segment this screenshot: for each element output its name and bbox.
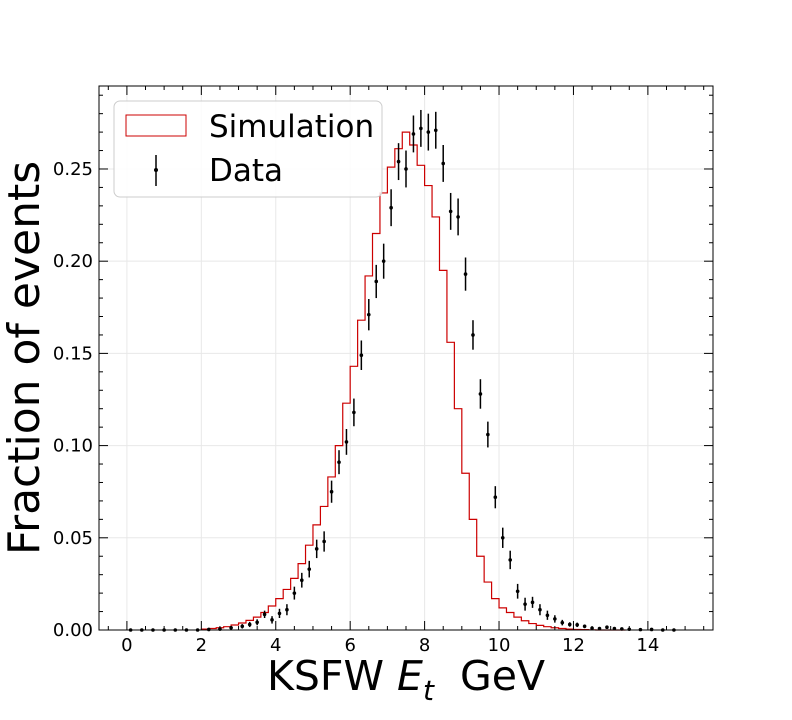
data-point xyxy=(567,622,572,627)
y-tick-label: 0.25 xyxy=(53,159,93,180)
y-tick-label: 0.10 xyxy=(53,436,93,457)
data-point xyxy=(508,558,512,562)
data-point xyxy=(463,272,468,276)
data-point xyxy=(411,132,416,136)
data-point xyxy=(500,535,505,540)
ticks xyxy=(99,86,713,631)
data-point xyxy=(471,333,475,337)
simulation-step-line xyxy=(200,131,626,631)
x-tick-label: 12 xyxy=(562,635,585,656)
data-point xyxy=(359,353,364,358)
y-tick-label: 0.05 xyxy=(53,528,93,549)
data-point xyxy=(649,627,654,632)
data-point xyxy=(575,623,579,627)
data-point xyxy=(605,625,609,630)
data-point xyxy=(300,578,304,583)
x-axis-title-suffix: GeV xyxy=(434,652,545,700)
data-point xyxy=(329,489,334,494)
x-axis-title: KSFW Et GeV xyxy=(267,652,545,707)
data-point xyxy=(229,625,233,630)
simulation-histogram xyxy=(200,131,626,631)
data-point xyxy=(433,128,438,133)
legend: Simulation Data xyxy=(113,100,383,198)
x-tick-label: 0 xyxy=(121,635,132,656)
data-point xyxy=(456,215,460,219)
y-tick-label: 0.15 xyxy=(53,343,93,364)
data-point xyxy=(270,618,274,622)
legend-data-marker xyxy=(154,168,158,172)
data-point xyxy=(612,626,617,631)
y-tick-label: 0.20 xyxy=(53,251,93,272)
data-point xyxy=(292,591,297,595)
x-tick-label: 8 xyxy=(419,635,430,656)
x-tick-label: 6 xyxy=(344,635,355,656)
data-point xyxy=(344,440,349,444)
data-point xyxy=(404,167,408,171)
data-point xyxy=(545,613,550,618)
data-point xyxy=(206,627,211,632)
data-point xyxy=(277,611,282,616)
data-point xyxy=(389,205,393,210)
data-point xyxy=(307,567,312,571)
data-point xyxy=(515,589,520,594)
data-point xyxy=(597,626,602,631)
x-tick-label: 10 xyxy=(488,635,511,656)
legend-simulation-label: Simulation xyxy=(209,109,374,145)
legend-frame xyxy=(113,100,383,198)
data-point xyxy=(486,432,490,437)
data-point xyxy=(478,392,483,396)
data-point xyxy=(419,126,423,131)
data-point xyxy=(314,547,319,551)
x-axis-title-subscript: t xyxy=(423,674,435,707)
data-point xyxy=(538,607,542,612)
data-point xyxy=(262,612,267,617)
legend-data-label: Data xyxy=(209,153,283,189)
x-axis-title-variable: E xyxy=(397,652,423,700)
data-point xyxy=(247,622,252,627)
data-point xyxy=(441,161,446,166)
data-point xyxy=(493,495,498,500)
data-point xyxy=(448,209,453,214)
data-point xyxy=(352,410,356,415)
legend-simulation-swatch xyxy=(125,114,187,137)
data-point xyxy=(426,130,431,134)
x-tick-label: 2 xyxy=(196,635,207,656)
data-point xyxy=(523,602,527,606)
data-point xyxy=(240,624,245,629)
data-point xyxy=(530,600,535,605)
data-point xyxy=(337,460,341,464)
y-tick-label: 0.00 xyxy=(53,620,93,641)
x-tick-label: 4 xyxy=(270,635,281,656)
data-point xyxy=(366,312,371,317)
data-point xyxy=(374,279,379,284)
y-axis-title: Fraction of events xyxy=(0,161,50,555)
data-point xyxy=(396,159,401,164)
tick-labels: 0 2 4 6 8 10 12 14 0.00 0.05 0.10 0.15 0.20 0.25 xyxy=(53,159,659,656)
x-tick-label: 14 xyxy=(636,635,659,656)
data-point xyxy=(285,607,289,612)
data-point xyxy=(322,539,326,544)
data-point xyxy=(553,617,557,621)
x-axis-title-prefix: KSFW xyxy=(267,652,397,700)
data-point xyxy=(582,624,587,629)
data-point xyxy=(560,620,565,625)
data-point xyxy=(381,259,386,263)
data-point xyxy=(255,620,259,625)
